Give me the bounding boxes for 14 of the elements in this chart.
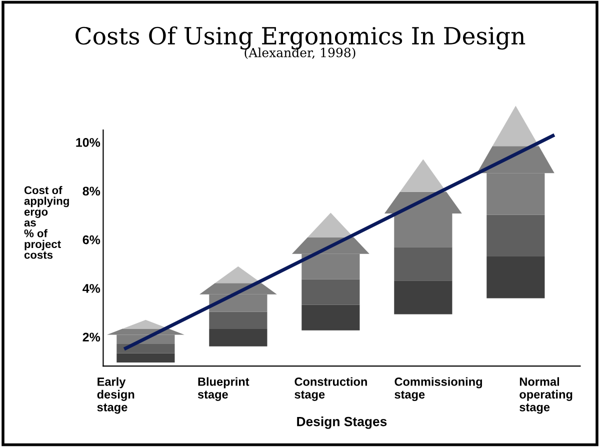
x-tick-label: Early design stage [97,377,134,414]
x-tick-label: Blueprint stage [198,377,250,401]
y-tick-label: 2% [82,332,100,342]
y-tick-label: 4% [82,284,100,293]
x-tick-label: Commissioning stage [394,377,482,402]
y-tick-label: 10% [76,138,100,147]
y-axis-title: Cost of applying ergo as % of project costs [24,186,69,259]
x-tick-label: Construction stage [294,377,367,401]
chart-subtitle: (Alexander, 1998) [244,48,356,60]
line-series [122,133,556,351]
y-tick-label: 8% [82,186,100,196]
x-axis-title: Design Stages [297,416,387,429]
y-tick-label: 6% [82,235,100,244]
x-tick-label: Normal operating stage [520,377,572,414]
